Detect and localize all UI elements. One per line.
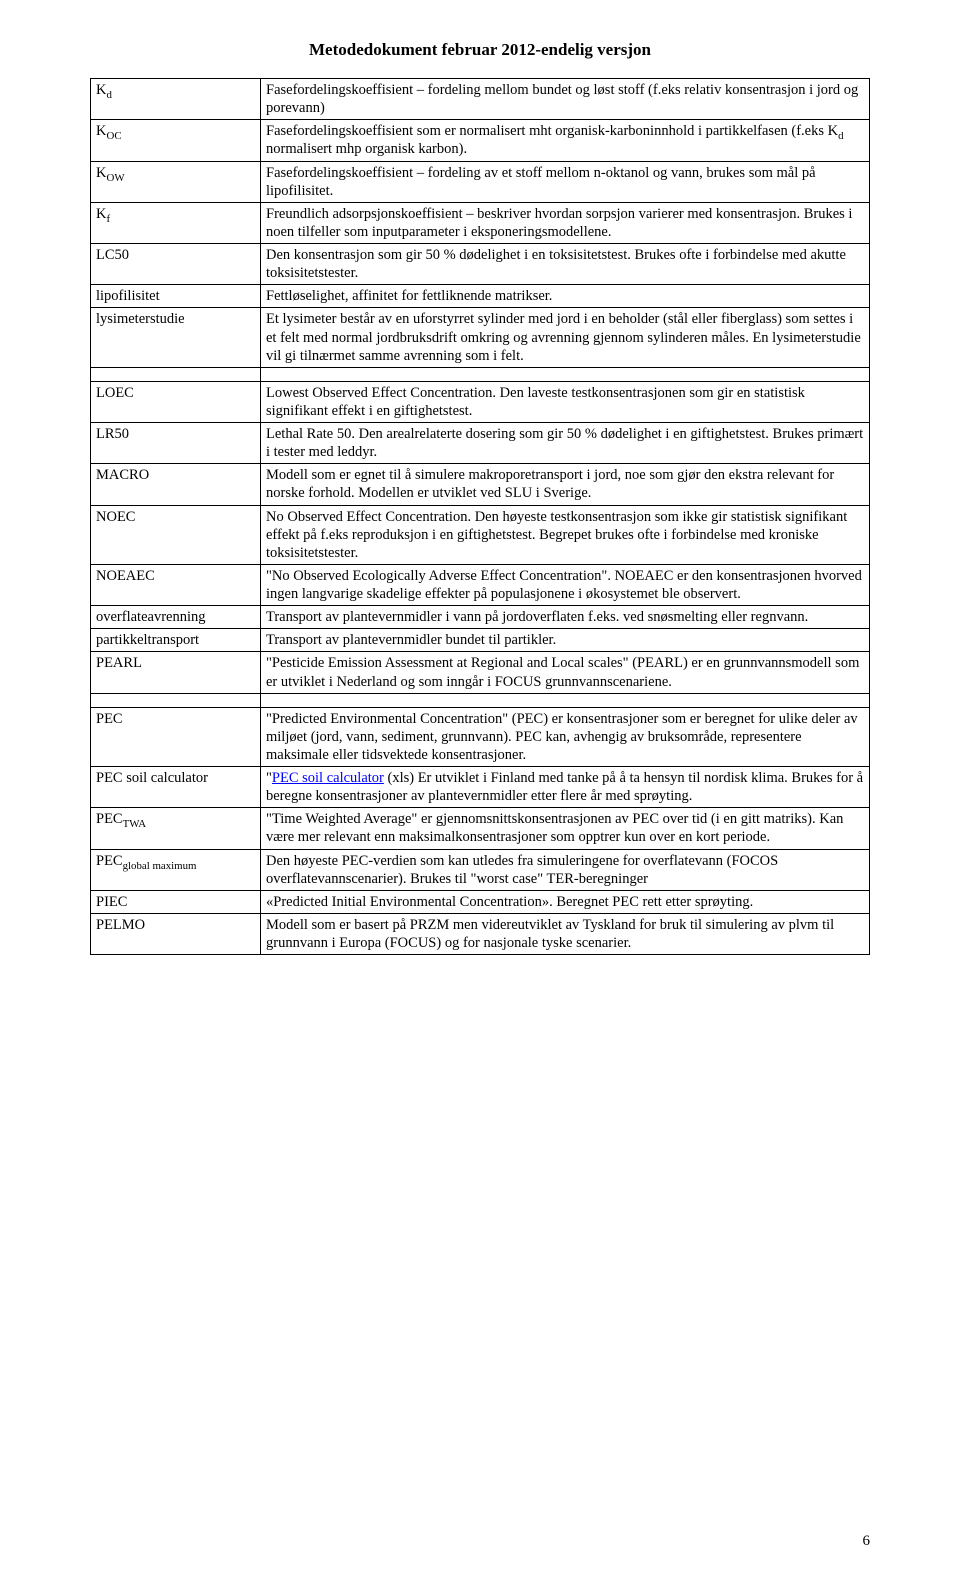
table-row: Kd Fasefordelingskoeffisient – fordeling… — [91, 79, 870, 120]
term-cell: Kd — [91, 79, 261, 120]
definitions-table: Kd Fasefordelingskoeffisient – fordeling… — [90, 78, 870, 955]
term-cell: KOW — [91, 161, 261, 202]
table-row: PEC "Predicted Environmental Concentrati… — [91, 707, 870, 766]
table-row: lysimeterstudie Et lysimeter består av e… — [91, 308, 870, 367]
definition-cell: "PEC soil calculator (xls) Er utviklet i… — [261, 767, 870, 808]
term-cell: overflateavrenning — [91, 606, 261, 629]
spacer-row — [91, 693, 870, 707]
definition-cell: Den høyeste PEC-verdien som kan utledes … — [261, 849, 870, 890]
definition-cell: Freundlich adsorpsjonskoeffisient – besk… — [261, 202, 870, 243]
table-row: PEARL "Pesticide Emission Assessment at … — [91, 652, 870, 693]
definition-cell: Transport av plantevernmidler i vann på … — [261, 606, 870, 629]
table-row: lipofilisitet Fettløselighet, affinitet … — [91, 285, 870, 308]
definition-cell: Fettløselighet, affinitet for fettliknen… — [261, 285, 870, 308]
table-row: partikkeltransport Transport av planteve… — [91, 629, 870, 652]
term-cell: PECglobal maximum — [91, 849, 261, 890]
table-body: Kd Fasefordelingskoeffisient – fordeling… — [91, 79, 870, 955]
definition-cell: "Predicted Environmental Concentration" … — [261, 707, 870, 766]
definition-cell: "Pesticide Emission Assessment at Region… — [261, 652, 870, 693]
term-cell: PEC soil calculator — [91, 767, 261, 808]
definition-cell: "Time Weighted Average" er gjennomsnitts… — [261, 808, 870, 849]
table-row: PECglobal maximum Den høyeste PEC-verdie… — [91, 849, 870, 890]
page-header: Metodedokument februar 2012-endelig vers… — [90, 40, 870, 60]
term-cell: lipofilisitet — [91, 285, 261, 308]
table-row: NOEAEC "No Observed Ecologically Adverse… — [91, 564, 870, 605]
table-row: PEC soil calculator "PEC soil calculator… — [91, 767, 870, 808]
term-cell: NOEC — [91, 505, 261, 564]
term-cell: LR50 — [91, 423, 261, 464]
definition-cell: Den konsentrasjon som gir 50 % dødelighe… — [261, 244, 870, 285]
term-cell: PECTWA — [91, 808, 261, 849]
table-row: PELMO Modell som er basert på PRZM men v… — [91, 913, 870, 954]
table-row: PECTWA "Time Weighted Average" er gjenno… — [91, 808, 870, 849]
table-row: LR50 Lethal Rate 50. Den arealrelaterte … — [91, 423, 870, 464]
definition-cell: Modell som er egnet til å simulere makro… — [261, 464, 870, 505]
definition-cell: Transport av plantevernmidler bundet til… — [261, 629, 870, 652]
term-cell: LC50 — [91, 244, 261, 285]
definition-cell: «Predicted Initial Environmental Concent… — [261, 890, 870, 913]
definition-cell: Lowest Observed Effect Concentration. De… — [261, 381, 870, 422]
term-cell: LOEC — [91, 381, 261, 422]
table-row: MACRO Modell som er egnet til å simulere… — [91, 464, 870, 505]
definition-cell: Fasefordelingskoeffisient som er normali… — [261, 120, 870, 161]
table-row: LC50 Den konsentrasjon som gir 50 % døde… — [91, 244, 870, 285]
definition-cell: Fasefordelingskoeffisient – fordeling me… — [261, 79, 870, 120]
definition-cell: No Observed Effect Concentration. Den hø… — [261, 505, 870, 564]
table-row: overflateavrenning Transport av planteve… — [91, 606, 870, 629]
page-number: 6 — [863, 1533, 871, 1550]
term-cell: PELMO — [91, 913, 261, 954]
pec-soil-link[interactable]: PEC soil calculator — [272, 770, 384, 786]
term-cell: Kf — [91, 202, 261, 243]
table-row: LOEC Lowest Observed Effect Concentratio… — [91, 381, 870, 422]
table-row: PIEC «Predicted Initial Environmental Co… — [91, 890, 870, 913]
term-cell: PIEC — [91, 890, 261, 913]
table-row: NOEC No Observed Effect Concentration. D… — [91, 505, 870, 564]
definition-cell: "No Observed Ecologically Adverse Effect… — [261, 564, 870, 605]
spacer-row — [91, 367, 870, 381]
table-row: Kf Freundlich adsorpsjonskoeffisient – b… — [91, 202, 870, 243]
definition-cell: Modell som er basert på PRZM men videreu… — [261, 913, 870, 954]
term-cell: partikkeltransport — [91, 629, 261, 652]
term-cell: NOEAEC — [91, 564, 261, 605]
term-cell: lysimeterstudie — [91, 308, 261, 367]
term-cell: PEC — [91, 707, 261, 766]
table-row: KOC Fasefordelingskoeffisient som er nor… — [91, 120, 870, 161]
term-cell: PEARL — [91, 652, 261, 693]
term-cell: MACRO — [91, 464, 261, 505]
document-page: Metodedokument februar 2012-endelig vers… — [0, 0, 960, 1574]
table-row: KOW Fasefordelingskoeffisient – fordelin… — [91, 161, 870, 202]
term-cell: KOC — [91, 120, 261, 161]
definition-cell: Fasefordelingskoeffisient – fordeling av… — [261, 161, 870, 202]
definition-cell: Et lysimeter består av en uforstyrret sy… — [261, 308, 870, 367]
definition-cell: Lethal Rate 50. Den arealrelaterte doser… — [261, 423, 870, 464]
